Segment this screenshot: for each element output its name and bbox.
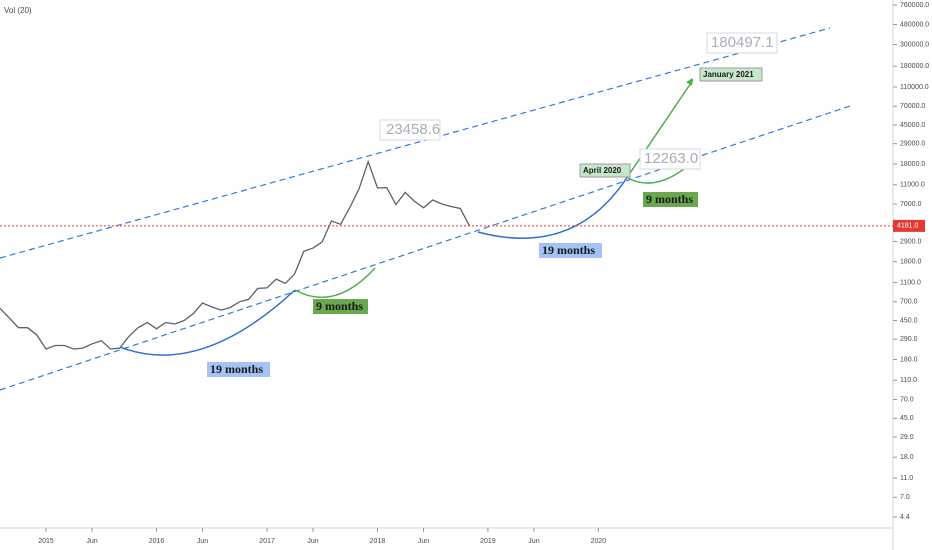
annotation-box	[579, 163, 631, 178]
y-tick-label: 290.0	[900, 336, 918, 343]
annotation: 19 months	[542, 243, 595, 257]
y-tick-label: 29.0	[900, 434, 914, 441]
annotation-box	[643, 192, 698, 207]
price-line	[0, 159, 471, 350]
annotation-box	[539, 243, 602, 258]
x-tick-label: Jun	[307, 538, 318, 545]
annotation-box	[313, 299, 368, 314]
y-tick-label: 110.0	[900, 377, 917, 384]
annotation: January 2021	[703, 70, 754, 79]
y-tick-label: 45000.0	[900, 122, 925, 129]
x-tick-label: 2018	[370, 538, 386, 545]
y-tick-label: 11.0	[900, 475, 913, 482]
annotation: 9 months	[316, 299, 363, 313]
y-tick-label: 180.0	[900, 356, 918, 363]
annotation: 19 months	[210, 362, 263, 376]
y-tick-label: 45.0	[900, 415, 914, 422]
x-tick-label: 2016	[149, 538, 165, 545]
y-tick-label: 7.0	[900, 494, 910, 501]
cycle-curve	[477, 175, 629, 239]
y-tick-label: 11000.0	[900, 182, 925, 189]
y-tick-label: 4.4	[900, 514, 910, 521]
y-tick-label: 700.0	[900, 299, 918, 306]
x-tick-label: Jun	[528, 538, 539, 545]
y-tick-label: 18000.0	[900, 161, 925, 168]
annotation-box	[699, 67, 763, 82]
channel-line	[0, 27, 831, 259]
y-tick-label: 300000.0	[900, 41, 929, 48]
y-tick-label: 29000.0	[900, 141, 925, 148]
cycle-curve	[294, 267, 376, 299]
y-tick-label: 2900.0	[900, 238, 922, 245]
x-tick-label: 2019	[480, 538, 496, 545]
annotation-box	[207, 362, 270, 377]
current-price-label: 4181.0	[897, 223, 919, 230]
legend-label: Vol (20)	[4, 6, 32, 15]
annotation: 9 months	[646, 192, 693, 206]
y-tick-label: 1100.0	[900, 279, 921, 286]
y-tick-label: 70000.0	[900, 103, 925, 110]
y-tick-label: 110000.0	[900, 84, 929, 91]
annotation-box	[706, 32, 778, 54]
annotation: 23458.6	[386, 121, 440, 138]
arrow	[627, 79, 694, 177]
current-price-box	[893, 219, 925, 232]
cycle-curve	[119, 289, 296, 356]
y-tick-label: 760000.0	[900, 2, 929, 9]
annotation: 180497.1	[711, 34, 774, 51]
x-tick-label: 2015	[38, 538, 54, 545]
y-tick-label: 7000.0	[900, 201, 922, 208]
x-tick-label: Jun	[86, 538, 97, 545]
x-tick-label: Jun	[197, 538, 208, 545]
x-tick-label: 2017	[259, 538, 275, 545]
y-tick-label: 1800.0	[900, 259, 922, 266]
y-tick-label: 18.0	[900, 454, 914, 461]
arrow-head	[686, 78, 693, 86]
annotation-box	[639, 148, 701, 170]
annotation: April 2020	[583, 166, 622, 175]
annotation: 12263.0	[644, 150, 698, 167]
x-tick-label: 2020	[591, 538, 607, 545]
y-tick-label: 450.0	[900, 317, 918, 324]
y-tick-label: 180000.0	[900, 63, 929, 70]
y-tick-label: 70.0	[900, 396, 914, 403]
y-tick-label: 480000.0	[900, 21, 929, 28]
annotation-box	[379, 119, 441, 141]
x-tick-label: Jun	[418, 538, 429, 545]
